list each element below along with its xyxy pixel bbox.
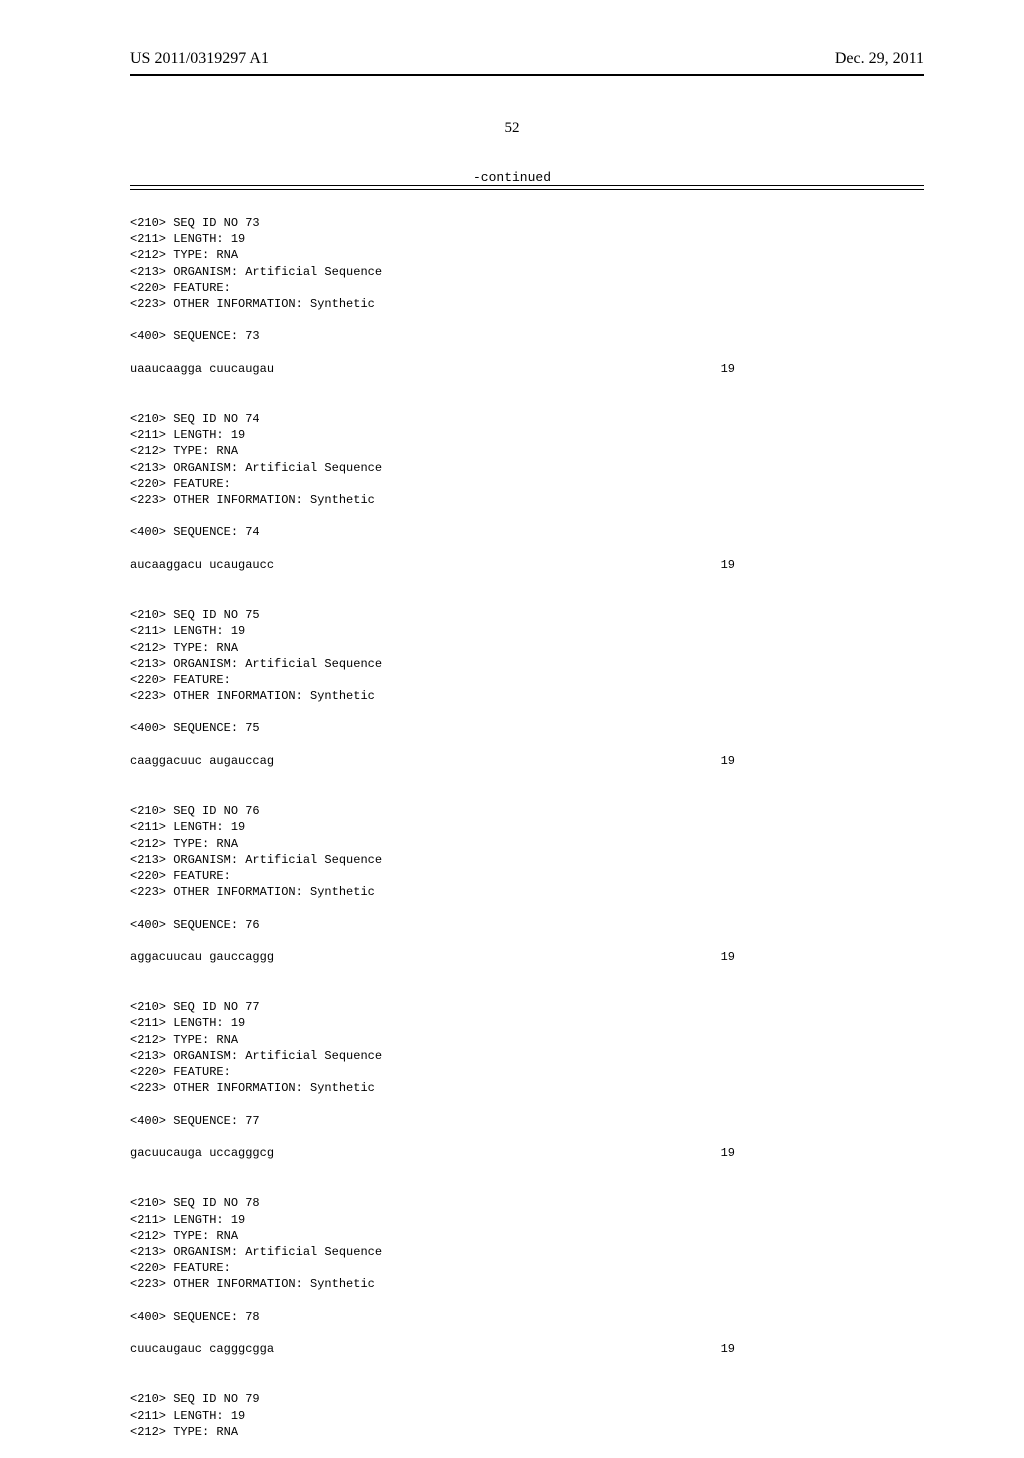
seq-sequence-label: <400> SEQUENCE: 74 — [130, 524, 924, 540]
continued-rule-top — [130, 185, 924, 186]
blank-line — [130, 377, 924, 393]
seq-organism-line: <213> ORGANISM: Artificial Sequence — [130, 460, 924, 476]
seq-organism-line: <213> ORGANISM: Artificial Sequence — [130, 1048, 924, 1064]
seq-info-line: <223> OTHER INFORMATION: Synthetic — [130, 1276, 924, 1292]
seq-feature-line: <220> FEATURE: — [130, 868, 924, 884]
seq-info-line: <223> OTHER INFORMATION: Synthetic — [130, 492, 924, 508]
seq-feature-line: <220> FEATURE: — [130, 1260, 924, 1276]
patent-page: US 2011/0319297 A1 Dec. 29, 2011 52 -con… — [0, 0, 1024, 1320]
seq-sequence-label: <400> SEQUENCE: 78 — [130, 1309, 924, 1325]
header-rule — [130, 74, 924, 76]
sequence-position: 19 — [721, 1145, 735, 1161]
seq-length-line: <211> LENGTH: 19 — [130, 231, 924, 247]
seq-organism-line: <213> ORGANISM: Artificial Sequence — [130, 656, 924, 672]
blank-line — [130, 573, 924, 589]
sequence-text: aucaaggacu ucaugaucc — [130, 557, 274, 573]
seq-info-line: <223> OTHER INFORMATION: Synthetic — [130, 1080, 924, 1096]
seq-length-line: <211> LENGTH: 19 — [130, 623, 924, 639]
seq-sequence-label: <400> SEQUENCE: 75 — [130, 720, 924, 736]
seq-data-row: caaggacuuc augauccag 19 — [130, 753, 735, 769]
continued-rule-bottom — [130, 189, 924, 190]
seq-id-line: <210> SEQ ID NO 79 — [130, 1391, 924, 1407]
sequence-position: 19 — [721, 949, 735, 965]
blank-line — [130, 933, 924, 949]
seq-length-line: <211> LENGTH: 19 — [130, 819, 924, 835]
seq-type-line: <212> TYPE: RNA — [130, 1424, 924, 1440]
sequence-text: aggacuucau gauccaggg — [130, 949, 274, 965]
sequence-block: <210> SEQ ID NO 73<211> LENGTH: 19<212> … — [130, 215, 924, 393]
blank-line — [130, 1357, 924, 1373]
seq-data-row: aucaaggacu ucaugaucc 19 — [130, 557, 735, 573]
blank-line — [130, 1325, 924, 1341]
publication-number: US 2011/0319297 A1 — [130, 50, 269, 68]
seq-id-line: <210> SEQ ID NO 78 — [130, 1195, 924, 1211]
seq-id-line: <210> SEQ ID NO 76 — [130, 803, 924, 819]
sequence-block: <210> SEQ ID NO 76<211> LENGTH: 19<212> … — [130, 803, 924, 981]
blank-line — [130, 1161, 924, 1177]
blank-line — [130, 1292, 924, 1308]
sequence-position: 19 — [721, 753, 735, 769]
seq-id-line: <210> SEQ ID NO 74 — [130, 411, 924, 427]
seq-type-line: <212> TYPE: RNA — [130, 1228, 924, 1244]
seq-data-row: uaaucaagga cuucaugau 19 — [130, 361, 735, 377]
seq-type-line: <212> TYPE: RNA — [130, 1032, 924, 1048]
seq-id-line: <210> SEQ ID NO 73 — [130, 215, 924, 231]
blank-line — [130, 965, 924, 981]
seq-feature-line: <220> FEATURE: — [130, 672, 924, 688]
seq-organism-line: <213> ORGANISM: Artificial Sequence — [130, 1244, 924, 1260]
page-header: US 2011/0319297 A1 Dec. 29, 2011 — [0, 50, 1024, 76]
publication-date: Dec. 29, 2011 — [835, 50, 924, 68]
blank-line — [130, 1096, 924, 1112]
seq-data-row: cuucaugauc cagggcgga 19 — [130, 1341, 735, 1357]
blank-line — [130, 312, 924, 328]
sequence-block: <210> SEQ ID NO 78<211> LENGTH: 19<212> … — [130, 1195, 924, 1373]
blank-line — [130, 900, 924, 916]
seq-info-line: <223> OTHER INFORMATION: Synthetic — [130, 688, 924, 704]
seq-info-line: <223> OTHER INFORMATION: Synthetic — [130, 884, 924, 900]
seq-organism-line: <213> ORGANISM: Artificial Sequence — [130, 852, 924, 868]
sequence-block: <210> SEQ ID NO 77<211> LENGTH: 19<212> … — [130, 999, 924, 1177]
sequence-listing: <210> SEQ ID NO 73<211> LENGTH: 19<212> … — [130, 215, 924, 1458]
seq-type-line: <212> TYPE: RNA — [130, 247, 924, 263]
blank-line — [130, 541, 924, 557]
sequence-text: caaggacuuc augauccag — [130, 753, 274, 769]
blank-line — [130, 345, 924, 361]
blank-line — [130, 737, 924, 753]
blank-line — [130, 1129, 924, 1145]
seq-feature-line: <220> FEATURE: — [130, 280, 924, 296]
blank-line — [130, 704, 924, 720]
seq-length-line: <211> LENGTH: 19 — [130, 1212, 924, 1228]
sequence-block: <210> SEQ ID NO 74<211> LENGTH: 19<212> … — [130, 411, 924, 589]
seq-organism-line: <213> ORGANISM: Artificial Sequence — [130, 264, 924, 280]
page-number: 52 — [0, 120, 1024, 137]
seq-type-line: <212> TYPE: RNA — [130, 443, 924, 459]
seq-sequence-label: <400> SEQUENCE: 76 — [130, 917, 924, 933]
seq-length-line: <211> LENGTH: 19 — [130, 1015, 924, 1031]
sequence-position: 19 — [721, 1341, 735, 1357]
seq-id-line: <210> SEQ ID NO 75 — [130, 607, 924, 623]
blank-line — [130, 508, 924, 524]
seq-feature-line: <220> FEATURE: — [130, 476, 924, 492]
seq-sequence-label: <400> SEQUENCE: 77 — [130, 1113, 924, 1129]
header-row: US 2011/0319297 A1 Dec. 29, 2011 — [130, 50, 924, 72]
sequence-text: gacuucauga uccagggcg — [130, 1145, 274, 1161]
seq-info-line: <223> OTHER INFORMATION: Synthetic — [130, 296, 924, 312]
sequence-position: 19 — [721, 361, 735, 377]
sequence-block-partial: <210> SEQ ID NO 79<211> LENGTH: 19<212> … — [130, 1391, 924, 1440]
seq-length-line: <211> LENGTH: 19 — [130, 1408, 924, 1424]
sequence-block: <210> SEQ ID NO 75<211> LENGTH: 19<212> … — [130, 607, 924, 785]
seq-data-row: aggacuucau gauccaggg 19 — [130, 949, 735, 965]
sequence-text: cuucaugauc cagggcgga — [130, 1341, 274, 1357]
blank-line — [130, 769, 924, 785]
seq-type-line: <212> TYPE: RNA — [130, 836, 924, 852]
seq-data-row: gacuucauga uccagggcg 19 — [130, 1145, 735, 1161]
continued-label: -continued — [0, 170, 1024, 185]
seq-type-line: <212> TYPE: RNA — [130, 640, 924, 656]
seq-feature-line: <220> FEATURE: — [130, 1064, 924, 1080]
seq-id-line: <210> SEQ ID NO 77 — [130, 999, 924, 1015]
sequence-position: 19 — [721, 557, 735, 573]
seq-sequence-label: <400> SEQUENCE: 73 — [130, 328, 924, 344]
seq-length-line: <211> LENGTH: 19 — [130, 427, 924, 443]
sequence-text: uaaucaagga cuucaugau — [130, 361, 274, 377]
